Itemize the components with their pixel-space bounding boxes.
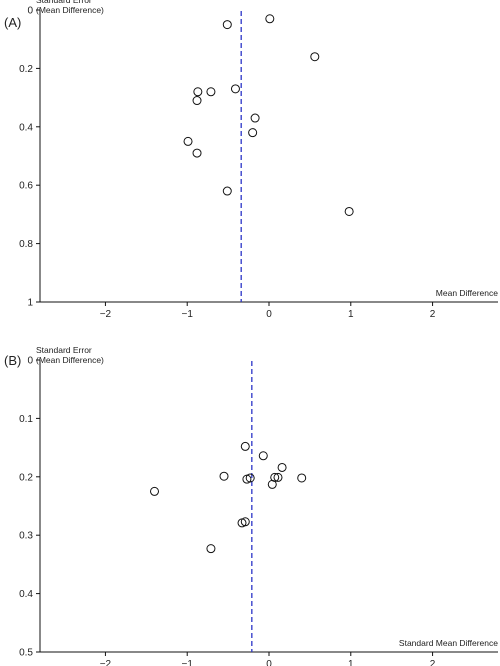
- panel-a: (A)Standard Error(Mean Difference)00.20.…: [4, 0, 498, 320]
- y-axis-title-line: Standard Error: [36, 0, 92, 5]
- x-tick-label: 1: [348, 659, 354, 666]
- x-tick-label: 2: [430, 309, 436, 320]
- study-point: [206, 87, 216, 97]
- x-axis-title: Standard Mean Difference: [399, 638, 498, 648]
- x-tick-label: −2: [100, 309, 112, 320]
- study-point: [206, 544, 216, 554]
- study-point: [250, 113, 260, 123]
- study-point: [273, 472, 283, 482]
- x-tick-label: 0: [266, 659, 272, 666]
- x-axis-title: Mean Difference: [436, 288, 498, 298]
- study-point: [344, 206, 354, 216]
- study-point: [192, 148, 202, 158]
- y-tick-label: 0.8: [19, 239, 33, 250]
- y-tick-label: 0.4: [19, 589, 33, 600]
- study-point: [267, 479, 277, 489]
- y-tick-label: 0.2: [19, 472, 33, 483]
- study-point: [183, 136, 193, 146]
- study-point: [310, 52, 320, 62]
- study-point: [150, 486, 159, 496]
- panel-b: (B)Standard Error(Mean Difference)00.10.…: [4, 345, 498, 666]
- y-tick-label: 0: [27, 6, 33, 17]
- y-tick-label: 0.3: [19, 531, 33, 542]
- study-point: [193, 87, 203, 97]
- study-point: [237, 518, 247, 528]
- x-tick-label: −1: [182, 309, 194, 320]
- y-tick-label: 0: [27, 356, 33, 367]
- study-point: [230, 84, 240, 94]
- study-point: [277, 462, 287, 472]
- y-tick-label: 0.1: [19, 414, 33, 425]
- x-tick-label: −2: [100, 659, 112, 666]
- study-point: [258, 451, 268, 461]
- study-point: [222, 20, 232, 30]
- study-point: [240, 441, 250, 451]
- y-tick-label: 0.6: [19, 181, 33, 192]
- study-point: [297, 473, 307, 483]
- x-tick-label: −1: [182, 659, 194, 666]
- y-tick-label: 0.5: [19, 648, 33, 659]
- y-axis-title-line: (Mean Difference): [36, 5, 104, 15]
- panel-label: (B): [4, 353, 21, 368]
- study-point: [219, 471, 229, 481]
- y-tick-label: 0.2: [19, 64, 33, 75]
- y-tick-label: 0.4: [19, 122, 33, 133]
- study-point: [192, 96, 202, 106]
- y-axis-title-line: (Mean Difference): [36, 355, 104, 365]
- panel-label: (A): [4, 15, 21, 30]
- y-axis-title-line: Standard Error: [36, 345, 92, 355]
- x-tick-label: 2: [430, 659, 436, 666]
- study-point: [222, 186, 232, 196]
- study-point: [248, 128, 258, 138]
- study-point: [245, 473, 255, 483]
- y-tick-label: 1: [27, 298, 33, 309]
- x-tick-label: 0: [266, 309, 272, 320]
- x-tick-label: 1: [348, 309, 354, 320]
- study-point: [265, 14, 275, 24]
